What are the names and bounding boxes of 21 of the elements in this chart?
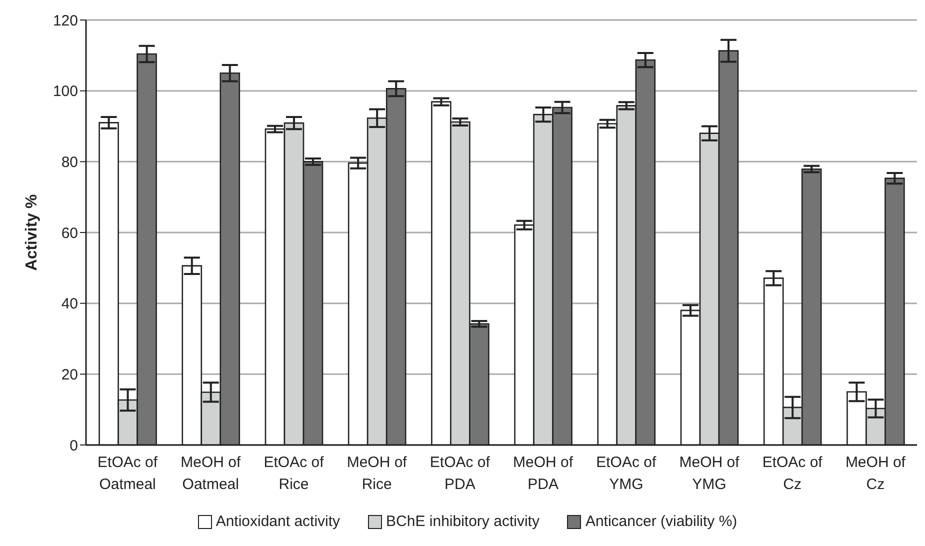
y-tick-label: 100 [52,83,78,100]
x-tick-label: EtOAc of PDA [430,454,491,493]
y-tick-label: 60 [61,224,78,242]
x-tick-label: MeOH of PDA [513,454,574,493]
legend-label: Antioxidant activity [216,513,340,530]
legend-label: BChE inhibitory activity [386,513,540,530]
y-tick-label: 120 [52,12,78,30]
y-tick-label: 80 [61,154,78,171]
x-tick-label: MeOH of Oatmeal [180,454,242,493]
y-tick-label: 40 [61,296,78,313]
x-tick-label: MeOH of Cz [845,454,906,493]
x-tick-label: MeOH of YMG [679,454,740,493]
x-tick-label: EtOAc of Rice [264,454,325,493]
x-tick-label: EtOAc of YMG [596,454,657,493]
x-tick-label: EtOAc of Cz [762,454,824,493]
x-tick-label: MeOH of Rice [346,454,408,493]
y-tick-label: 20 [61,366,78,384]
y-tick-label: 0 [70,437,78,454]
x-tick-label: EtOAc of Oatmeal [98,454,158,493]
y-axis-title: Activity % [24,194,41,271]
legend-label: Anticancer (viability %) [585,513,738,530]
